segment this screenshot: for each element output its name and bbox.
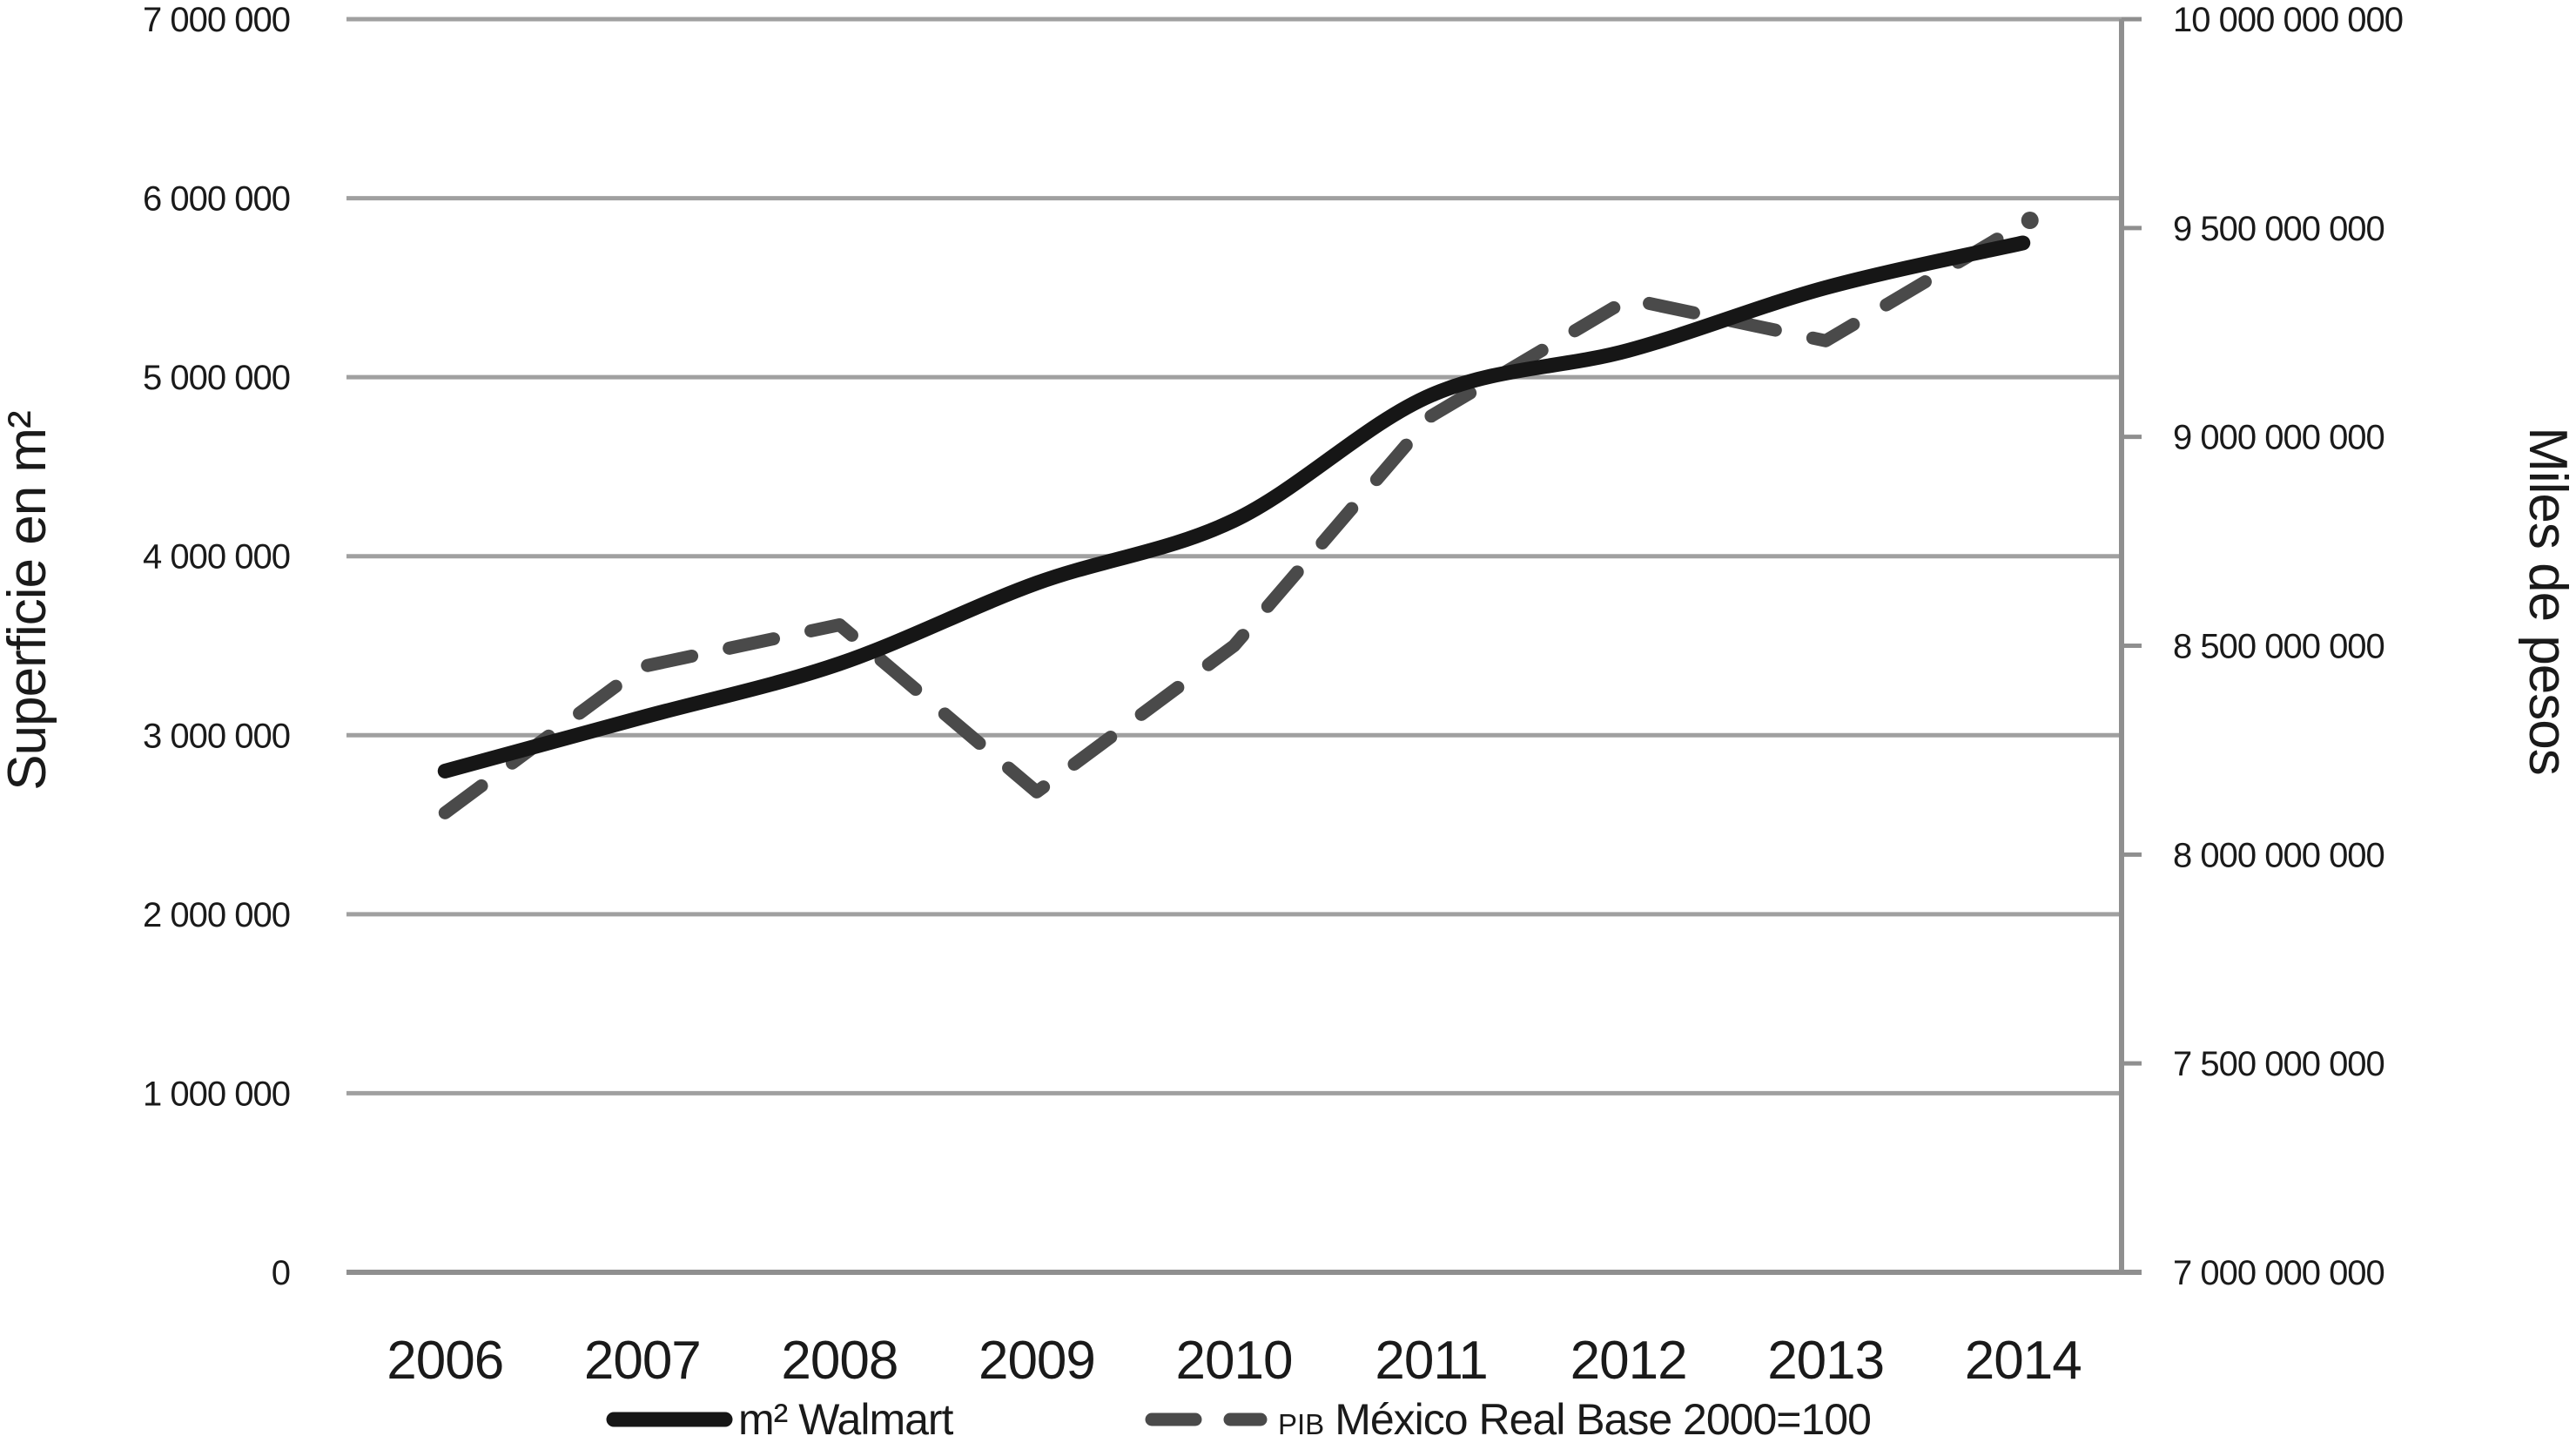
left-axis-tick-label: 7 000 000 [143,1,290,39]
axis-lines [346,17,2142,1275]
x-axis-year-labels: 2006 2007 2008 2009 2010 2011 2012 2013 2014 [387,1331,2082,1391]
right-axis-tick-labels: 7 000 000 000 7 500 000 000 8 000 000 000 8… [2173,1,2404,1292]
series-pib-line [438,212,2039,819]
x-axis-year-label: 2010 [1176,1331,1293,1391]
left-axis-tick-label: 4 000 000 [143,538,290,576]
right-axis-tick-label: 9 500 000 000 [2173,210,2384,248]
x-axis-year-label: 2009 [979,1331,1095,1391]
right-axis-tick-label: 7 000 000 000 [2173,1254,2384,1292]
left-axis-tick-label: 6 000 000 [143,180,290,219]
gridlines [346,17,2122,1096]
x-axis-year-label: 2007 [584,1331,701,1391]
x-axis-year-label: 2013 [1767,1331,1884,1391]
walmart-solid-line [437,235,2031,779]
legend-pib-text: México Real Base 2000=100 [1335,1395,1871,1436]
left-axis-title: Superficie en m² [0,411,57,791]
legend: m² Walmart PIB México Real Base 2000=100 [606,1395,1872,1436]
x-axis-year-label: 2011 [1375,1331,1487,1391]
left-axis-tick-label: 3 000 000 [143,717,290,755]
right-axis-tick-label: 7 500 000 000 [2173,1045,2384,1083]
pib-dashed-line [438,217,2030,819]
legend-walmart-label: m² Walmart [738,1395,954,1436]
left-axis-tick-label: 5 000 000 [143,359,290,397]
left-axis-tick-labels: 0 1 000 000 2 000 000 3 000 000 4 000 000 5 0… [143,1,291,1292]
pib-end-dot [2021,212,2039,230]
left-axis-tick-label: 2 000 000 [143,896,290,934]
right-axis-tick-label: 8 500 000 000 [2173,628,2384,666]
right-axis-tick-label: 10 000 000 000 [2173,1,2403,39]
right-axis-tick-label: 8 000 000 000 [2173,836,2384,874]
right-axis-title: Miles de pesos [2518,427,2576,775]
x-axis-year-label: 2008 [781,1331,898,1391]
series-walmart-line [437,235,2031,779]
left-axis-tick-label: 0 [272,1254,290,1292]
right-axis-tick-label: 9 000 000 000 [2173,419,2384,457]
x-axis-year-label: 2014 [1965,1331,2082,1391]
x-axis-year-label: 2012 [1570,1331,1687,1391]
x-axis-year-label: 2006 [387,1331,503,1391]
legend-pib-label: PIB México Real Base 2000=100 [1278,1395,1871,1436]
legend-pib-prefix: PIB [1278,1408,1324,1436]
left-axis-tick-label: 1 000 000 [143,1075,290,1113]
